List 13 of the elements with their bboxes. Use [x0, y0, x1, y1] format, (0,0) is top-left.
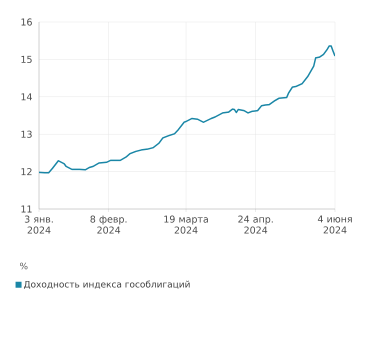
x-tick-label: 24 апр. 2024 — [238, 216, 273, 234]
x-tick-label: 4 июня 2024 — [318, 216, 352, 234]
y-tick-label: 12 — [21, 168, 32, 176]
y-tick-label: 11 — [21, 206, 32, 212]
y-tick-label: 14 — [21, 93, 32, 100]
x-tick-label: 3 янв. 2024 — [24, 216, 53, 234]
y-tick-label: 13 — [21, 130, 32, 138]
legend-label: Доходность индекса гособлигаций — [24, 280, 190, 289]
x-tick-label: 8 февр. 2024 — [90, 216, 126, 234]
y-tick-label: 15 — [21, 56, 32, 63]
y-tick-label: 16 — [21, 18, 32, 26]
y-axis-title: % — [20, 262, 28, 270]
x-tick-label: 19 марта 2024 — [164, 216, 208, 234]
